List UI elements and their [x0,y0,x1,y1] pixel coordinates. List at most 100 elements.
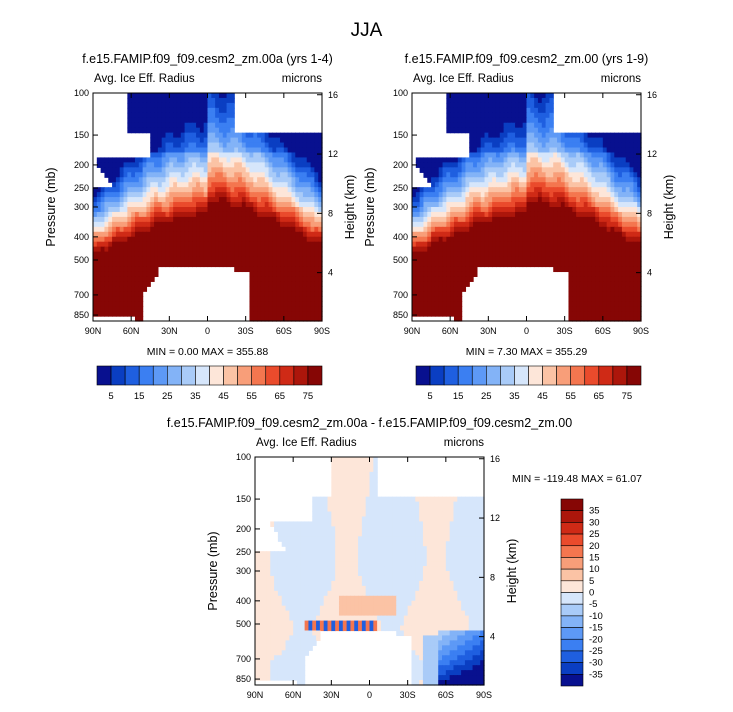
field-cell [507,261,512,268]
field-cell [280,132,285,139]
field-cell [465,93,470,99]
field-cell [442,211,447,218]
field-cell [350,506,355,513]
x-tick-label: 90N [85,326,102,336]
field-cell [323,521,329,527]
colorbar-swatch [500,365,515,386]
field-cell [423,221,428,228]
field-cell [618,266,623,273]
field-cell [557,137,562,144]
field-cell [222,261,228,268]
field-cell [511,102,516,109]
field-cell [618,177,623,183]
field-cell [184,246,190,253]
field-cell [614,291,619,297]
contour-field [255,457,485,686]
field-cell [150,102,155,109]
field-cell [318,182,323,188]
field-cell [207,122,212,129]
field-cell [268,231,273,238]
field-cell [545,226,550,233]
field-cell [319,546,325,552]
field-cell [472,511,477,518]
field-cell [488,192,493,198]
field-cell [599,296,604,302]
field-cell [476,516,481,523]
field-cell [165,251,170,258]
field-cell [335,506,340,513]
field-cell [450,197,455,203]
field-cell [473,147,478,154]
field-cell [93,281,98,287]
field-cell [495,117,501,124]
field-cell [335,461,340,468]
field-cell [146,162,151,168]
field-cell [264,261,270,268]
field-cell [369,536,374,542]
field-cell [412,226,417,233]
x-tick-label: 60S [595,326,611,336]
field-cell [272,157,277,163]
field-cell [625,236,631,243]
field-cell [476,536,481,542]
field-cell [119,187,125,193]
field-cell [602,207,608,213]
field-cell [276,172,281,178]
field-cell [281,541,287,547]
field-cell [488,107,493,114]
field-cell [299,167,304,173]
field-cell [373,481,378,488]
field-cell [476,187,482,193]
field-cell [403,531,409,537]
field-cell [534,216,539,223]
field-cell [633,226,638,233]
field-cell [495,97,501,104]
field-cell [621,167,627,173]
field-cell [476,137,482,144]
field-cell [268,132,273,139]
field-cell [449,496,455,503]
field-cell [272,311,277,317]
field-cell [442,231,447,238]
field-cell [150,187,155,193]
field-cell [196,221,201,228]
field-cell [215,216,220,223]
field-cell [499,122,505,129]
field-cell [211,132,216,139]
field-cell [583,301,589,307]
field-cell [257,271,262,277]
field-cell [222,221,228,228]
field-cell [434,276,440,282]
field-cell [633,276,638,282]
field-cell [568,316,573,322]
field-cell [234,162,239,168]
field-cell [295,142,300,149]
field-cell [557,157,562,163]
field-cell [492,207,497,213]
field-cell [291,152,296,159]
field-cell [238,177,243,183]
field-cell [476,97,482,104]
field-cell [230,117,235,124]
field-cell [446,192,451,198]
field-cell [511,122,516,129]
field-cell [457,526,462,532]
field-cell [173,192,178,198]
field-cell [180,226,186,233]
field-cell [222,152,228,159]
field-cell [499,127,505,134]
field-cell [218,236,224,243]
field-cell [218,202,224,208]
field-cell [637,221,642,228]
field-cell [480,261,486,268]
field-cell [537,127,543,134]
field-cell [549,202,554,208]
field-cell [131,241,136,248]
field-cell [299,261,304,268]
field-cell [134,231,140,238]
field-cell [415,271,421,277]
field-cell [415,506,420,513]
field-cell [241,152,247,159]
field-cell [431,157,436,163]
field-cell [150,266,155,273]
